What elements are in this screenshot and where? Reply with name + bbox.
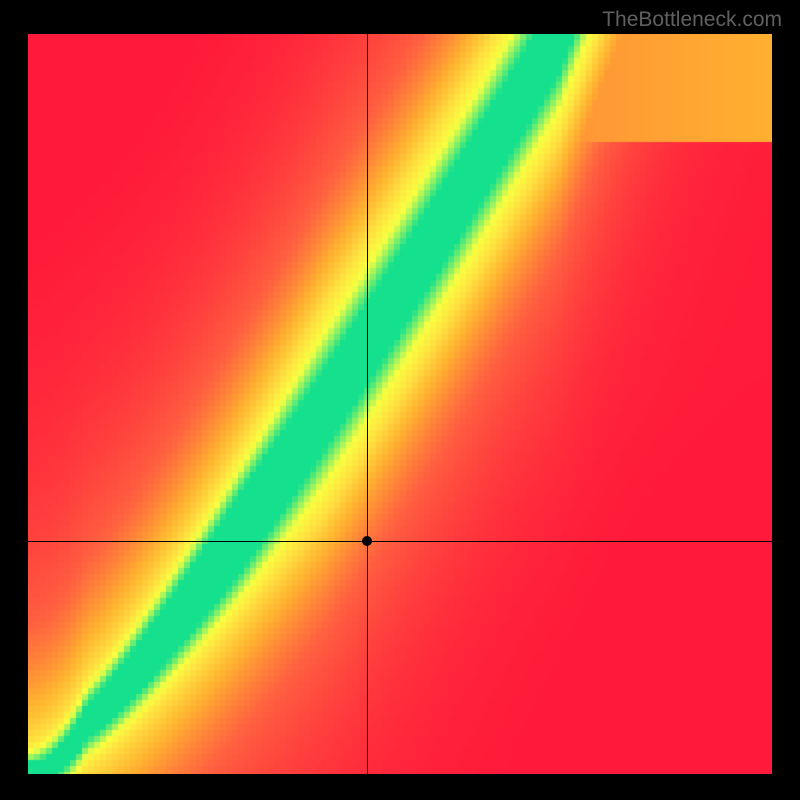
- chart-container: TheBottleneck.com: [0, 0, 800, 800]
- watermark-text: TheBottleneck.com: [602, 8, 782, 32]
- crosshair-vertical: [367, 34, 368, 774]
- heatmap-canvas: [28, 34, 772, 774]
- crosshair-horizontal: [28, 541, 772, 542]
- crosshair-dot: [362, 536, 372, 546]
